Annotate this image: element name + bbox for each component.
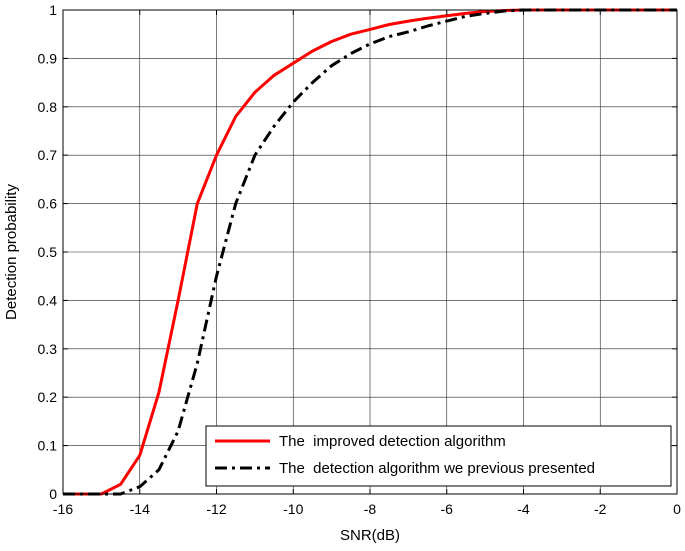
y-axis-label: Detection probability xyxy=(3,184,20,320)
x-tick-label: -14 xyxy=(130,501,150,517)
y-tick-label: 0.8 xyxy=(38,99,58,115)
y-tick-label: 1 xyxy=(49,2,57,18)
y-tick-label: 0.5 xyxy=(38,244,58,260)
y-tick-label: 0.7 xyxy=(38,147,58,163)
grid xyxy=(63,10,677,494)
y-tick-label: 0.9 xyxy=(38,50,58,66)
tick-labels: -16 -14 -12 -10 -8 -6 -4 -2 0 0 0.1 0.2 0.3 0.4 0.5 0.6… xyxy=(38,2,682,517)
x-tick-label: 0 xyxy=(673,501,681,517)
x-tick-label: -12 xyxy=(206,501,226,517)
y-tick-label: 0.3 xyxy=(38,341,58,357)
x-tick-label: -6 xyxy=(441,501,454,517)
x-tick-label: -4 xyxy=(517,501,530,517)
legend-label-previous: The detection algorithm we previous pres… xyxy=(279,460,595,477)
x-axis-label: SNR(dB) xyxy=(340,527,400,544)
y-tick-label: 0.2 xyxy=(38,389,58,405)
y-tick-label: 0.4 xyxy=(38,292,58,308)
legend: The improved detection algorithm The det… xyxy=(205,425,672,487)
y-tick-label: 0.6 xyxy=(38,196,58,212)
y-tick-label: 0 xyxy=(49,486,57,502)
series-line-1 xyxy=(63,8,677,496)
x-tick-label: -10 xyxy=(283,501,303,517)
x-tick-label: -2 xyxy=(594,501,607,517)
x-tick-label: -8 xyxy=(364,501,377,517)
x-tick-label: -16 xyxy=(53,501,73,517)
legend-label-improved: The improved detection algorithm xyxy=(279,433,506,450)
legend-box xyxy=(205,425,672,487)
ticks xyxy=(62,9,678,495)
y-tick-label: 0.1 xyxy=(38,438,58,454)
